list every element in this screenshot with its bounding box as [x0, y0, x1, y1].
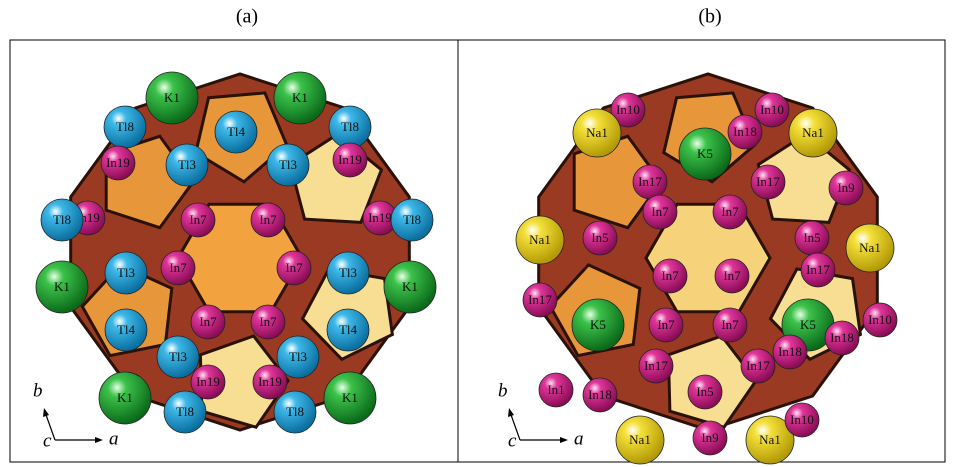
atom-label: In7 — [189, 212, 207, 227]
atom-label: K5 — [590, 317, 606, 332]
axis-label: a — [574, 428, 584, 449]
atom-label: K1 — [164, 90, 180, 105]
atom-label: In19 — [196, 374, 220, 389]
atom-label: K1 — [117, 390, 133, 405]
atom-label: In9 — [837, 180, 854, 195]
atom-label: In7 — [199, 314, 217, 329]
atom-label: In1 — [547, 382, 564, 397]
atom-label: In7 — [723, 268, 741, 283]
atom-label: In7 — [657, 317, 675, 332]
arrow-head — [508, 408, 514, 417]
atom-label: In9 — [701, 430, 718, 445]
atom-label: In10 — [760, 102, 784, 117]
axis-label: a — [109, 428, 119, 449]
cluster: In10 In10 Na1 In18 K5 Na1 In17 In17 In5 In7 In7 In5… — [516, 74, 897, 464]
atom-label: K1 — [402, 279, 418, 294]
axis-label: b — [498, 380, 508, 401]
atom-label: Na1 — [802, 125, 824, 140]
atom-label: In18 — [778, 344, 802, 359]
atom-label: In19 — [106, 155, 130, 170]
atom-label: Tl3 — [117, 265, 135, 280]
atom-label: K5 — [800, 317, 816, 332]
atom-label: Na1 — [759, 432, 781, 447]
atom-label: Tl8 — [341, 119, 359, 134]
atom-label: Tl3 — [339, 265, 357, 280]
atom-label: Tl8 — [53, 212, 71, 227]
atom-label: In17 — [806, 262, 830, 277]
atom-label: Tl4 — [227, 124, 246, 139]
atom-label: In5 — [803, 230, 820, 245]
atom-label: In10 — [616, 102, 640, 117]
atom-label: In19 — [258, 374, 282, 389]
atom-label: Na1 — [529, 232, 551, 247]
atom-label: Tl8 — [286, 404, 304, 419]
atom-label: In18 — [588, 387, 612, 402]
atom-label: In7 — [651, 204, 669, 219]
figure: (a)K1K1Tl8Tl8Tl4In19Tl3Tl3In19In19Tl8In7… — [0, 0, 956, 467]
atom-label: In7 — [721, 317, 739, 332]
atom-label: In17 — [756, 174, 780, 189]
atom-label: Tl4 — [339, 322, 358, 337]
atom-label: K1 — [292, 90, 308, 105]
atom-label: K1 — [54, 279, 70, 294]
atom-label: In7 — [259, 314, 277, 329]
atom-label: Na1 — [629, 432, 651, 447]
atom-label: Tl8 — [176, 404, 194, 419]
atom-label: Tl3 — [169, 349, 187, 364]
arrow-head — [560, 437, 568, 443]
atom-label: Na1 — [586, 125, 608, 140]
atom-label: In7 — [661, 268, 679, 283]
atom-label: In17 — [528, 292, 552, 307]
atom-label: In5 — [696, 384, 713, 399]
atom-label: In19 — [338, 152, 362, 167]
atom-label: K1 — [342, 390, 358, 405]
atom-label: Tl8 — [403, 212, 421, 227]
atom-label: In7 — [285, 260, 303, 275]
atom-label: In18 — [830, 330, 854, 345]
atom-label: In7 — [259, 212, 277, 227]
atom-label: Tl3 — [279, 157, 297, 172]
axis-label: c — [508, 430, 517, 451]
atom-label: In7 — [721, 204, 739, 219]
atom-label: K5 — [697, 146, 713, 161]
arrow-head — [95, 437, 103, 443]
panel-title: (a) — [236, 6, 258, 28]
panel-title: (b) — [698, 6, 721, 28]
atom-label: In17 — [638, 174, 662, 189]
atom-label: In10 — [868, 312, 892, 327]
atom-label: In18 — [733, 124, 757, 139]
atom-label: Tl3 — [178, 157, 196, 172]
axis-label: c — [43, 430, 52, 451]
arrow-head — [43, 408, 49, 417]
atom-label: In7 — [169, 260, 187, 275]
atom-label: In10 — [790, 412, 814, 427]
atom-label: Na1 — [859, 240, 881, 255]
atom-label: In17 — [746, 358, 770, 373]
atom-label: In5 — [591, 230, 608, 245]
atom-label: In19 — [368, 210, 392, 225]
atom-label: Tl4 — [117, 322, 136, 337]
axis-label: b — [33, 380, 43, 401]
atom-label: Tl8 — [116, 119, 134, 134]
atom-label: Tl3 — [289, 349, 307, 364]
atom-label: In17 — [644, 358, 668, 373]
